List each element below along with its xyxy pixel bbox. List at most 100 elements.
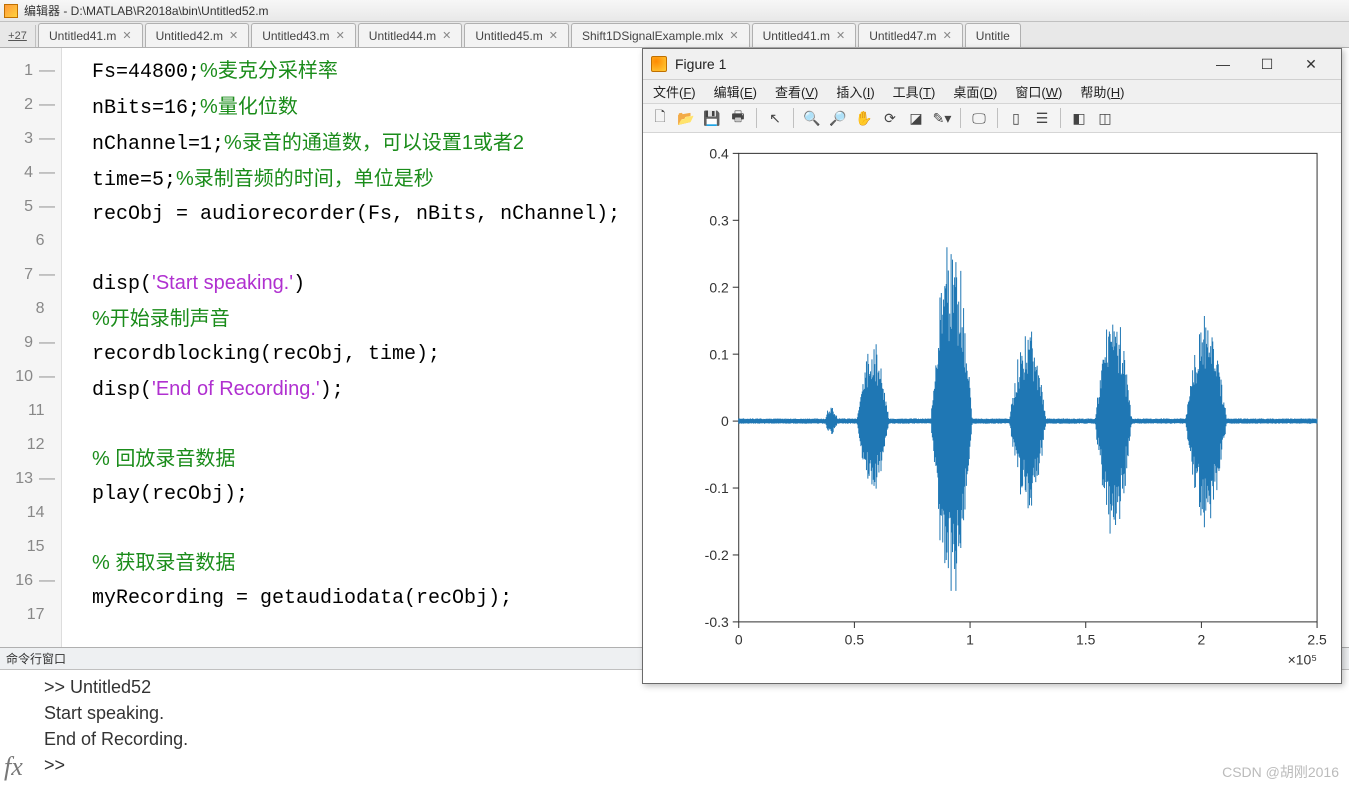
line-number: 8 <box>0 292 61 326</box>
tab-label: Untitle <box>976 29 1010 43</box>
svg-text:0.1: 0.1 <box>709 346 729 362</box>
tab-close-icon[interactable]: ✕ <box>229 29 238 42</box>
legend-icon[interactable]: ☰ <box>1031 107 1053 129</box>
svg-text:1: 1 <box>966 631 974 647</box>
menu-item[interactable]: 编辑(E) <box>714 82 757 101</box>
watermark: CSDN @胡刚2016 <box>1222 762 1339 782</box>
figure-title-bar[interactable]: Figure 1 — ☐ ✕ <box>643 49 1341 79</box>
editor-title: 编辑器 - D:\MATLAB\R2018a\bin\Untitled52.m <box>24 2 269 19</box>
datatip-icon[interactable]: ◪ <box>905 107 927 129</box>
tab-label: Untitled41.m <box>763 29 830 43</box>
brush-icon[interactable]: ✎▾ <box>931 107 953 129</box>
pointer-icon[interactable]: ↖ <box>764 107 786 129</box>
file-tab[interactable]: Untitle <box>965 23 1021 47</box>
waveform-plot: -0.3-0.2-0.100.10.20.30.400.511.522.5×10… <box>643 133 1341 683</box>
line-number: 6 <box>0 224 61 258</box>
zoom-in-icon[interactable]: 🔍 <box>801 107 823 129</box>
tab-close-icon[interactable]: ✕ <box>122 29 131 42</box>
tab-close-icon[interactable]: ✕ <box>442 29 451 42</box>
close-button[interactable]: ✕ <box>1289 50 1333 78</box>
tab-label: Untitled42.m <box>156 29 223 43</box>
print-icon[interactable]: 🖶 <box>727 107 749 129</box>
file-tab[interactable]: Shift1DSignalExample.mlx ✕ <box>571 23 750 47</box>
file-tab[interactable]: Untitled41.m✕ <box>38 23 143 47</box>
menu-item[interactable]: 文件(F) <box>653 82 696 101</box>
editor-title-bar: 编辑器 - D:\MATLAB\R2018a\bin\Untitled52.m <box>0 0 1349 22</box>
figure-window: Figure 1 — ☐ ✕ 文件(F) 编辑(E) 查看(V) 插入(I) 工具(T)… <box>642 48 1342 684</box>
line-number: 1— <box>0 54 61 88</box>
tab-close-icon[interactable]: ✕ <box>549 29 558 42</box>
figure-menu-bar: 文件(F) 编辑(E) 查看(V) 插入(I) 工具(T) 桌面(D) 窗口(W) 帮助(H) <box>643 79 1341 103</box>
file-tab[interactable]: Untitled42.m ✕ <box>145 23 250 47</box>
fx-icon: fx <box>4 754 23 780</box>
menu-item[interactable]: 桌面(D) <box>953 82 997 101</box>
dock-icon[interactable]: ◧ <box>1068 107 1090 129</box>
undock-icon[interactable]: ◫ <box>1094 107 1116 129</box>
file-tab[interactable]: Untitled41.m ✕ <box>752 23 857 47</box>
minimize-button[interactable]: — <box>1201 50 1245 78</box>
colorbar-icon[interactable]: ▯ <box>1005 107 1027 129</box>
open-icon[interactable]: 📂 <box>675 107 697 129</box>
zoom-out-icon[interactable]: 🔎 <box>827 107 849 129</box>
line-number: 4— <box>0 156 61 190</box>
svg-text:0.2: 0.2 <box>709 279 729 295</box>
figure-toolbar: 🗋 📂 💾 🖶 ↖ 🔍 🔎 ✋ ⟳ ◪ ✎▾ 🖵 ▯ ☰ ◧ ◫ <box>643 103 1341 133</box>
figure-icon <box>651 56 667 72</box>
svg-text:0.4: 0.4 <box>709 145 729 161</box>
svg-text:0: 0 <box>735 631 743 647</box>
command-line: End of Recording. <box>44 726 1339 752</box>
svg-text:1.5: 1.5 <box>1076 631 1096 647</box>
svg-text:×10⁵: ×10⁵ <box>1288 652 1317 668</box>
command-window[interactable]: >> Untitled52Start speaking.End of Recor… <box>0 670 1349 782</box>
tab-close-icon[interactable]: ✕ <box>729 29 738 42</box>
file-tab[interactable]: Untitled47.m ✕ <box>858 23 963 47</box>
command-line: >> <box>44 752 1339 778</box>
svg-text:-0.3: -0.3 <box>705 614 729 630</box>
tab-label: Untitled47.m <box>869 29 936 43</box>
command-line: Start speaking. <box>44 700 1339 726</box>
toolbar-separator <box>1060 108 1061 128</box>
menu-item[interactable]: 查看(V) <box>775 82 818 101</box>
line-gutter: 1—2—3—4—5—6 7—8 9—10—11 12 13—14 15 16—1… <box>0 48 62 647</box>
line-number: 10— <box>0 360 61 394</box>
pan-icon[interactable]: ✋ <box>853 107 875 129</box>
tab-overflow[interactable]: +27 <box>0 25 36 47</box>
svg-text:0.5: 0.5 <box>845 631 865 647</box>
line-number: 11 <box>0 394 61 428</box>
line-number: 3— <box>0 122 61 156</box>
svg-text:0: 0 <box>721 413 729 429</box>
tab-close-icon[interactable]: ✕ <box>336 29 345 42</box>
tab-label: Untitled43.m <box>262 29 329 43</box>
svg-text:0.3: 0.3 <box>709 212 729 228</box>
line-number: 14 <box>0 496 61 530</box>
line-number: 7— <box>0 258 61 292</box>
toolbar-separator <box>960 108 961 128</box>
line-number: 17 <box>0 598 61 632</box>
menu-item[interactable]: 工具(T) <box>893 82 936 101</box>
rotate-icon[interactable]: ⟳ <box>879 107 901 129</box>
svg-text:-0.1: -0.1 <box>705 480 729 496</box>
tab-close-icon[interactable]: ✕ <box>836 29 845 42</box>
toolbar-separator <box>997 108 998 128</box>
link-icon[interactable]: 🖵 <box>968 107 990 129</box>
menu-item[interactable]: 插入(I) <box>836 82 874 101</box>
tab-label: Untitled44.m <box>369 29 436 43</box>
save-icon[interactable]: 💾 <box>701 107 723 129</box>
line-number: 16— <box>0 564 61 598</box>
svg-text:-0.2: -0.2 <box>705 547 729 563</box>
tab-label: Shift1DSignalExample.mlx <box>582 29 723 43</box>
toolbar-separator <box>756 108 757 128</box>
maximize-button[interactable]: ☐ <box>1245 50 1289 78</box>
file-tab[interactable]: Untitled44.m ✕ <box>358 23 463 47</box>
new-icon[interactable]: 🗋 <box>649 107 671 129</box>
menu-item[interactable]: 窗口(W) <box>1015 82 1062 101</box>
editor-icon <box>4 4 18 18</box>
tab-strip: +27 Untitled41.m✕Untitled42.m✕Untitled43… <box>0 22 1349 48</box>
tab-close-icon[interactable]: ✕ <box>943 29 952 42</box>
file-tab[interactable]: Untitled43.m ✕ <box>251 23 356 47</box>
line-number: 2— <box>0 88 61 122</box>
menu-item[interactable]: 帮助(H) <box>1080 82 1124 101</box>
figure-canvas[interactable]: -0.3-0.2-0.100.10.20.30.400.511.522.5×10… <box>643 133 1341 683</box>
line-number: 13— <box>0 462 61 496</box>
file-tab[interactable]: Untitled45.m✕ <box>464 23 569 47</box>
